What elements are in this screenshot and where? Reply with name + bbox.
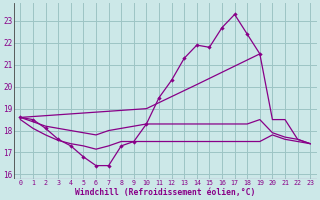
X-axis label: Windchill (Refroidissement éolien,°C): Windchill (Refroidissement éolien,°C)	[75, 188, 255, 197]
